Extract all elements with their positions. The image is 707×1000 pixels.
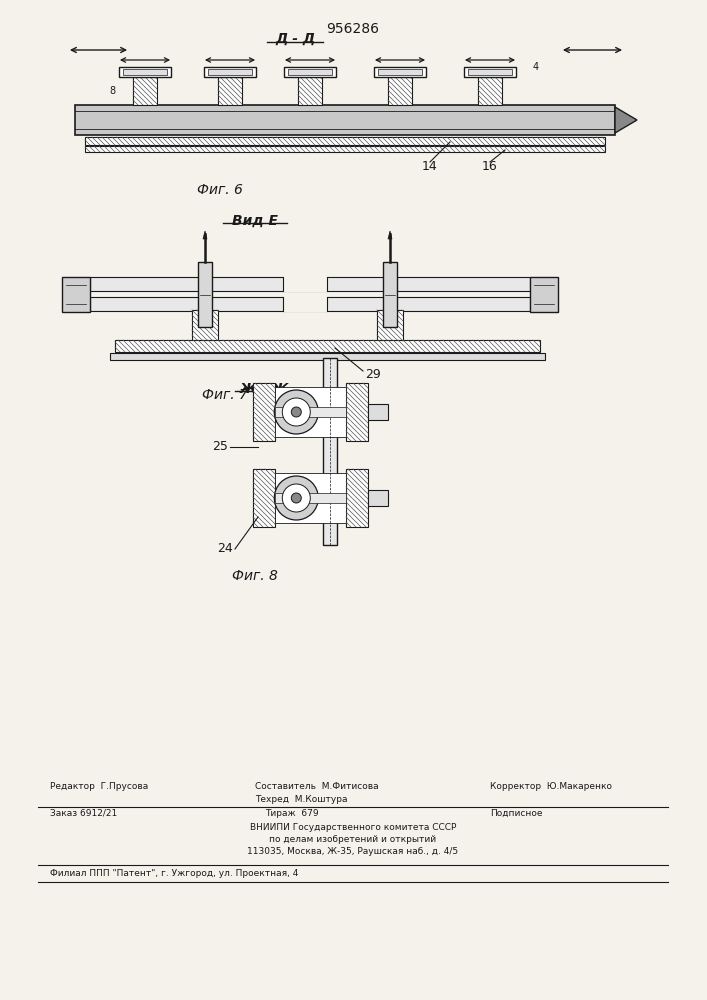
Bar: [110, 353, 545, 360]
Text: 29: 29: [365, 367, 381, 380]
Bar: [346, 383, 368, 441]
Bar: [275, 493, 346, 503]
Bar: [204, 67, 256, 77]
Bar: [298, 77, 322, 105]
Bar: [133, 77, 157, 105]
Bar: [283, 276, 328, 292]
Bar: [284, 67, 336, 77]
Circle shape: [282, 398, 310, 426]
Bar: [62, 277, 90, 312]
Bar: [275, 473, 346, 523]
Text: Составитель  М.Фитисова: Составитель М.Фитисова: [255, 782, 379, 791]
Text: по делам изобретений и открытий: по делам изобретений и открытий: [269, 835, 436, 844]
Bar: [253, 383, 275, 441]
Circle shape: [282, 484, 310, 512]
Text: Заказ 6912/21: Заказ 6912/21: [50, 809, 117, 818]
Text: 14: 14: [422, 160, 438, 174]
Text: Филиал ППП "Патент", г. Ужгород, ул. Проектная, 4: Филиал ППП "Патент", г. Ужгород, ул. Про…: [50, 869, 298, 878]
Text: 113035, Москва, Ж-35, Раушская наб., д. 4/5: 113035, Москва, Ж-35, Раушская наб., д. …: [247, 847, 459, 856]
Text: Фиг. 7: Фиг. 7: [202, 388, 248, 402]
Polygon shape: [615, 107, 637, 133]
Bar: [123, 69, 167, 75]
Bar: [368, 404, 388, 420]
Circle shape: [291, 407, 301, 417]
Bar: [530, 277, 558, 312]
Text: Корректор  Ю.Макаренко: Корректор Ю.Макаренко: [490, 782, 612, 791]
Bar: [208, 69, 252, 75]
Text: Вид Е: Вид Е: [232, 214, 278, 228]
Text: Редактор  Г.Прусова: Редактор Г.Прусова: [50, 782, 148, 791]
Bar: [85, 137, 605, 145]
Text: Ж - Ж: Ж - Ж: [240, 382, 290, 396]
Circle shape: [274, 476, 318, 520]
Text: Фиг. 6: Фиг. 6: [197, 183, 243, 197]
Bar: [378, 69, 422, 75]
Bar: [374, 67, 426, 77]
Bar: [90, 277, 530, 291]
Text: 8: 8: [109, 86, 115, 96]
Text: 956286: 956286: [327, 22, 380, 36]
Bar: [383, 262, 397, 327]
Text: Тираж  679: Тираж 679: [265, 809, 319, 818]
Text: 25: 25: [212, 440, 228, 454]
Bar: [253, 469, 275, 527]
Text: 16: 16: [482, 160, 498, 174]
Bar: [478, 77, 502, 105]
Bar: [115, 340, 540, 352]
Bar: [218, 77, 242, 105]
Bar: [468, 69, 512, 75]
Circle shape: [274, 390, 318, 434]
Bar: [119, 67, 171, 77]
Bar: [377, 310, 403, 340]
Text: Техред  М.Коштура: Техред М.Коштура: [255, 795, 348, 804]
Bar: [283, 296, 328, 312]
Text: Подписное: Подписное: [490, 809, 542, 818]
Bar: [75, 105, 615, 135]
Text: 4: 4: [533, 62, 539, 72]
Bar: [288, 69, 332, 75]
Text: ВНИИПИ Государственного комитета СССР: ВНИИПИ Государственного комитета СССР: [250, 823, 456, 832]
Bar: [198, 262, 212, 327]
Text: 24: 24: [217, 542, 233, 556]
Bar: [275, 387, 346, 437]
Bar: [368, 490, 388, 506]
Bar: [275, 407, 346, 417]
Polygon shape: [388, 231, 392, 239]
Circle shape: [291, 493, 301, 503]
Text: Фиг. 8: Фиг. 8: [232, 569, 278, 583]
Text: Д - Д: Д - Д: [275, 32, 315, 46]
Bar: [323, 358, 337, 545]
Bar: [90, 297, 530, 311]
Bar: [346, 469, 368, 527]
Polygon shape: [203, 231, 207, 239]
Bar: [464, 67, 516, 77]
Bar: [85, 146, 605, 152]
Bar: [388, 77, 412, 105]
Bar: [192, 310, 218, 340]
